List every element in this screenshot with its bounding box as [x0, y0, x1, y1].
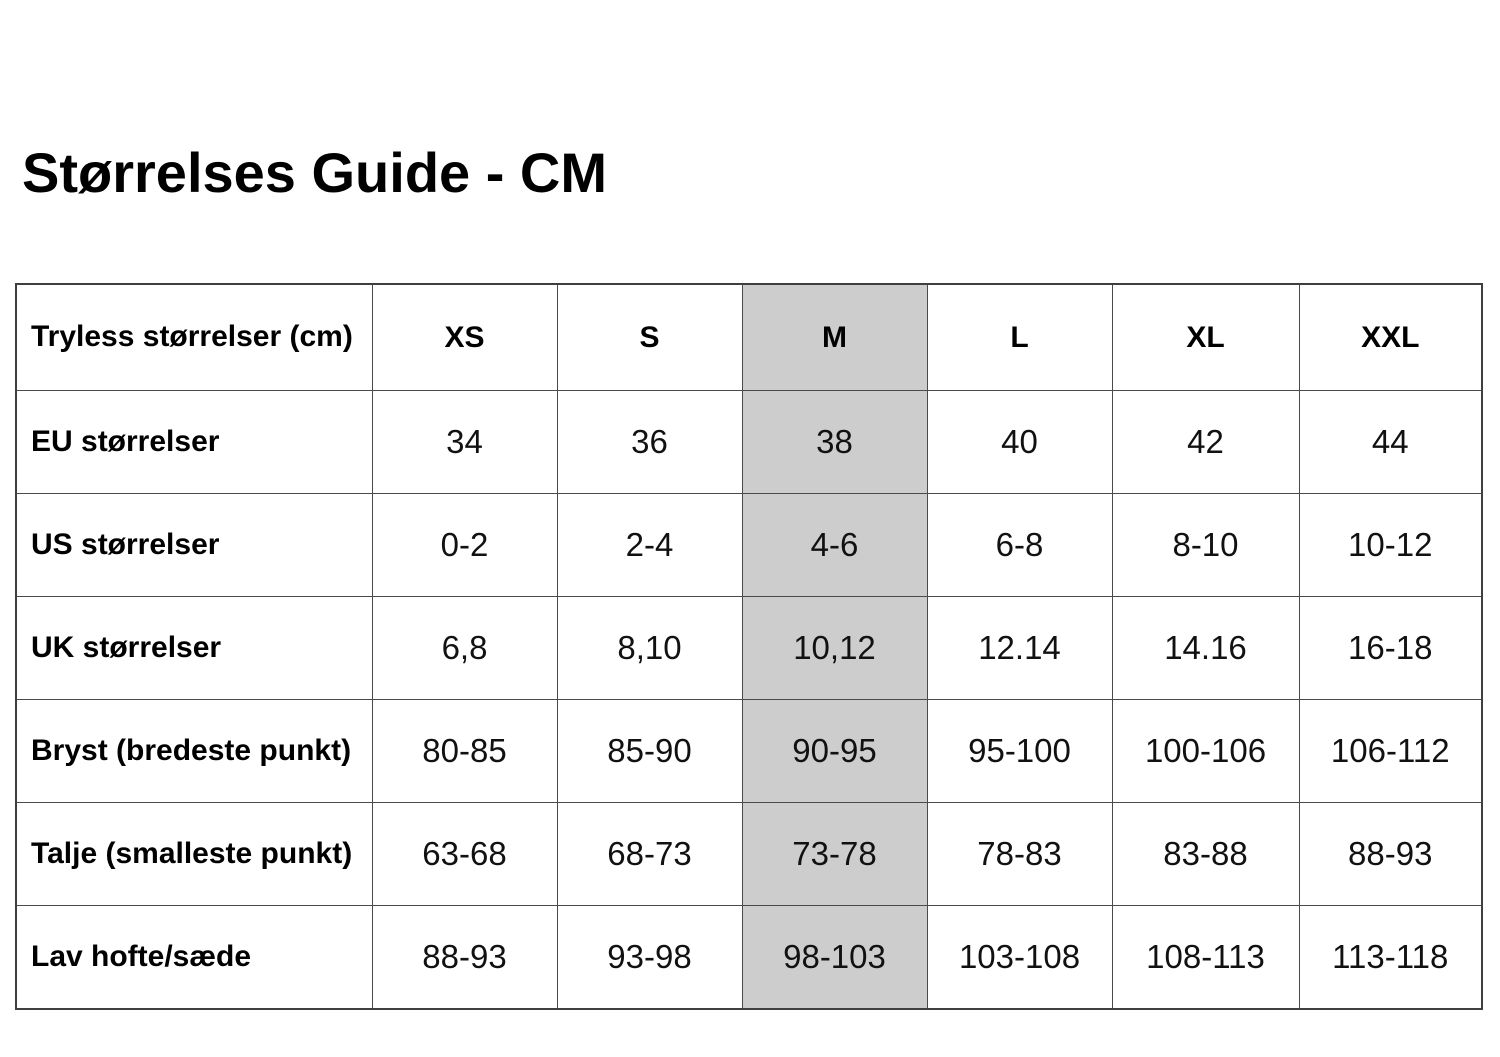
size-cell: 6-8	[926, 493, 1113, 597]
size-cell: 85-90	[556, 699, 743, 803]
size-cell: 16-18	[1298, 596, 1483, 700]
table-row-eu: EU størrelser 34 36 38 40 42 44	[15, 390, 1483, 494]
size-cell: 2-4	[556, 493, 743, 597]
size-cell: 98-103	[741, 905, 928, 1010]
size-cell: 83-88	[1111, 802, 1300, 906]
size-cell: 90-95	[741, 699, 928, 803]
row-label: US størrelser	[15, 493, 373, 597]
size-cell: 88-93	[371, 905, 558, 1010]
size-cell: 106-112	[1298, 699, 1483, 803]
header-label: Tryless størrelser (cm)	[15, 283, 373, 391]
size-cell: 42	[1111, 390, 1300, 494]
header-cell-xl: XL	[1111, 283, 1300, 391]
size-cell: 14.16	[1111, 596, 1300, 700]
table-row-uk: UK størrelser 6,8 8,10 10,12 12.14 14.16…	[15, 596, 1483, 700]
size-cell: 103-108	[926, 905, 1113, 1010]
row-label: UK størrelser	[15, 596, 373, 700]
size-cell: 93-98	[556, 905, 743, 1010]
size-cell: 8,10	[556, 596, 743, 700]
row-label: Lav hofte/sæde	[15, 905, 373, 1010]
size-cell: 40	[926, 390, 1113, 494]
size-cell: 6,8	[371, 596, 558, 700]
size-cell: 34	[371, 390, 558, 494]
header-cell-xs: XS	[371, 283, 558, 391]
size-cell: 0-2	[371, 493, 558, 597]
size-cell: 38	[741, 390, 928, 494]
size-guide-table: Tryless størrelser (cm) XS S M L XL XXL …	[15, 283, 1483, 1010]
size-cell: 12.14	[926, 596, 1113, 700]
size-cell: 8-10	[1111, 493, 1300, 597]
table-row-talje: Talje (smalleste punkt) 63-68 68-73 73-7…	[15, 802, 1483, 906]
size-cell: 95-100	[926, 699, 1113, 803]
size-cell: 68-73	[556, 802, 743, 906]
size-cell: 10,12	[741, 596, 928, 700]
size-cell: 63-68	[371, 802, 558, 906]
size-cell: 73-78	[741, 802, 928, 906]
table-row-bryst: Bryst (bredeste punkt) 80-85 85-90 90-95…	[15, 699, 1483, 803]
row-label: Bryst (bredeste punkt)	[15, 699, 373, 803]
size-cell: 44	[1298, 390, 1483, 494]
header-cell-s: S	[556, 283, 743, 391]
header-row: Tryless størrelser (cm) XS S M L XL XXL	[15, 283, 1483, 391]
header-cell-xxl: XXL	[1298, 283, 1483, 391]
header-cell-m: M	[741, 283, 928, 391]
size-cell: 36	[556, 390, 743, 494]
size-cell: 88-93	[1298, 802, 1483, 906]
table-row-hofte: Lav hofte/sæde 88-93 93-98 98-103 103-10…	[15, 905, 1483, 1010]
size-cell: 4-6	[741, 493, 928, 597]
size-cell: 10-12	[1298, 493, 1483, 597]
row-label: Talje (smalleste punkt)	[15, 802, 373, 906]
row-label: EU størrelser	[15, 390, 373, 494]
header-cell-l: L	[926, 283, 1113, 391]
size-cell: 113-118	[1298, 905, 1483, 1010]
table-row-us: US størrelser 0-2 2-4 4-6 6-8 8-10 10-12	[15, 493, 1483, 597]
size-cell: 100-106	[1111, 699, 1300, 803]
size-cell: 108-113	[1111, 905, 1300, 1010]
page-title: Størrelses Guide - CM	[22, 141, 608, 204]
size-cell: 80-85	[371, 699, 558, 803]
size-cell: 78-83	[926, 802, 1113, 906]
